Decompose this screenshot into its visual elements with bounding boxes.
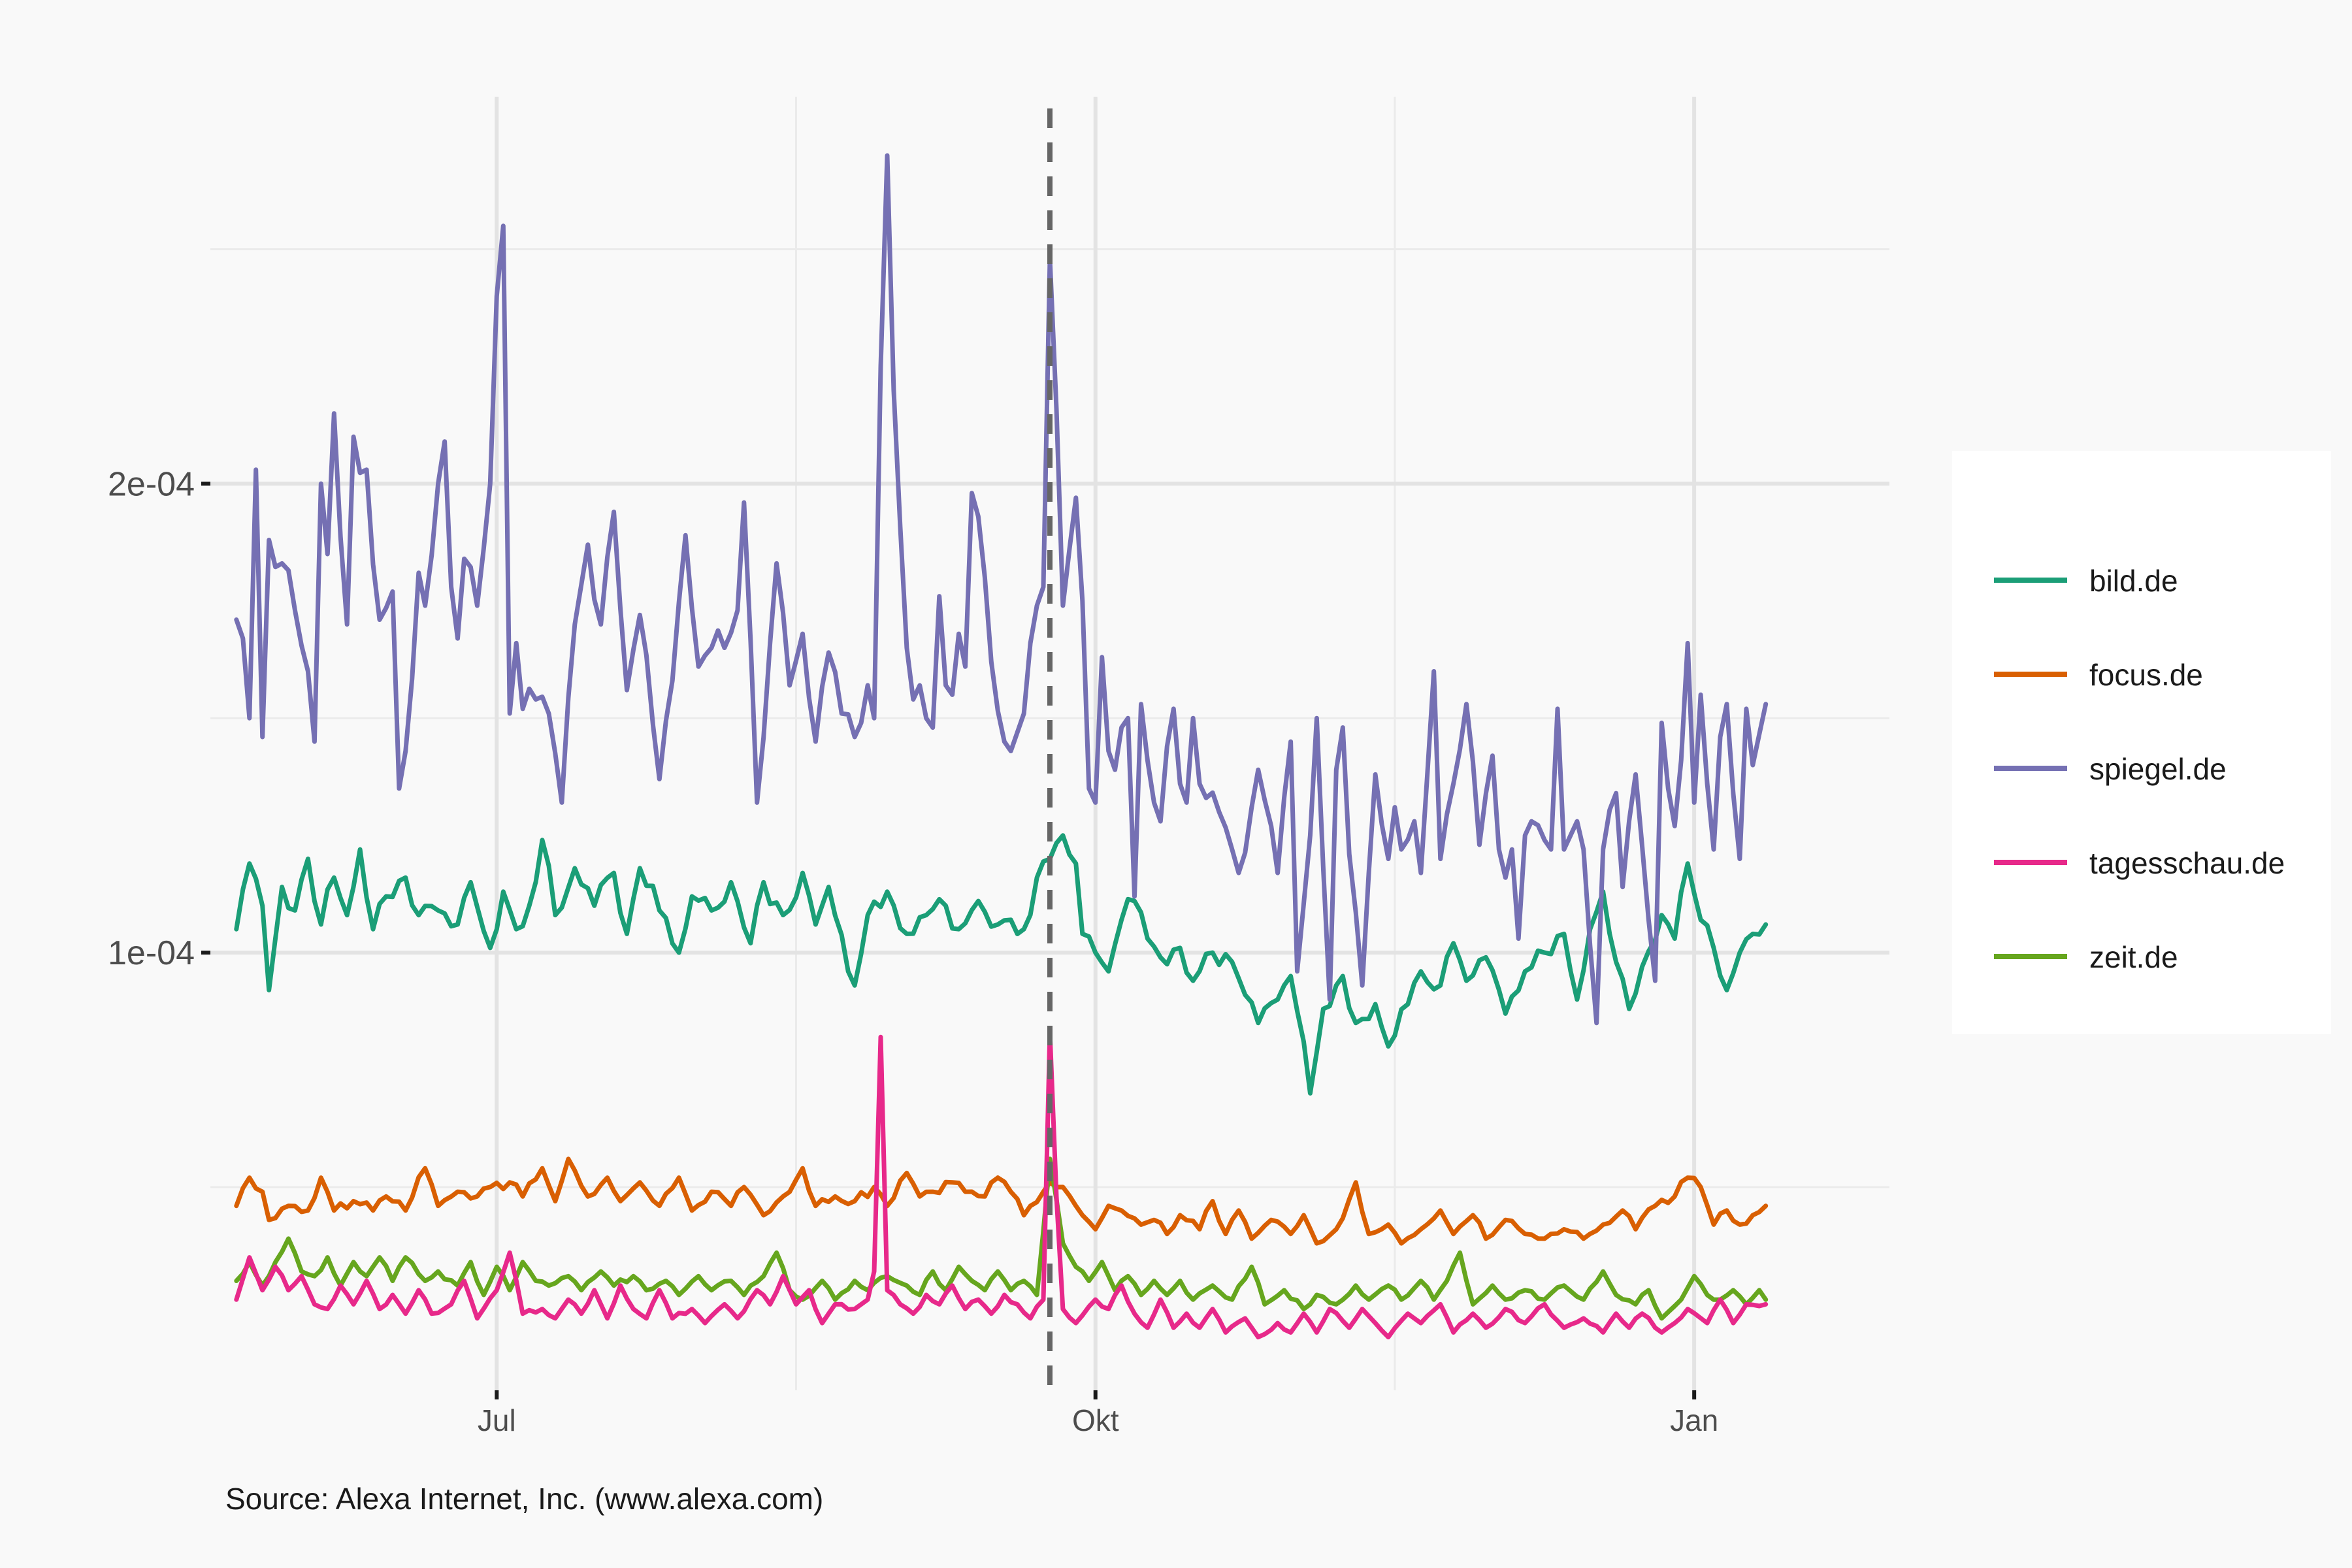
legend: bild.de focus.de spiegel.de tagesschau.de ze…	[1952, 451, 2331, 1034]
series-line-tagesschau-de	[234, 1030, 1769, 1340]
plot-series	[234, 153, 1769, 1340]
x-tick-label: Jan	[1670, 1403, 1718, 1437]
legend-label: bild.de	[2089, 564, 2178, 598]
series-line-focus-de	[234, 1156, 1769, 1246]
y-tick-label: 1e-04	[108, 934, 195, 972]
legend-label: focus.de	[2089, 658, 2203, 692]
series-line-spiegel-de	[234, 153, 1769, 1026]
series-line-zeit-de	[234, 1156, 1769, 1321]
caption: Source: Alexa Internet, Inc. (www.alexa.…	[225, 1482, 823, 1516]
x-tick-label: Okt	[1072, 1403, 1119, 1437]
legend-label: zeit.de	[2089, 940, 2178, 974]
y-tick-label: 2e-04	[108, 465, 195, 503]
legend-label: tagesschau.de	[2089, 846, 2285, 880]
series-line-bild-de	[234, 833, 1769, 1096]
x-tick-label: Jul	[478, 1403, 516, 1437]
axis-ticks	[201, 482, 1697, 1399]
tick-labels: 1e-04 2e-04 Jul Okt Jan	[108, 465, 1718, 1437]
legend-box	[1952, 451, 2331, 1034]
legend-label: spiegel.de	[2089, 752, 2227, 786]
